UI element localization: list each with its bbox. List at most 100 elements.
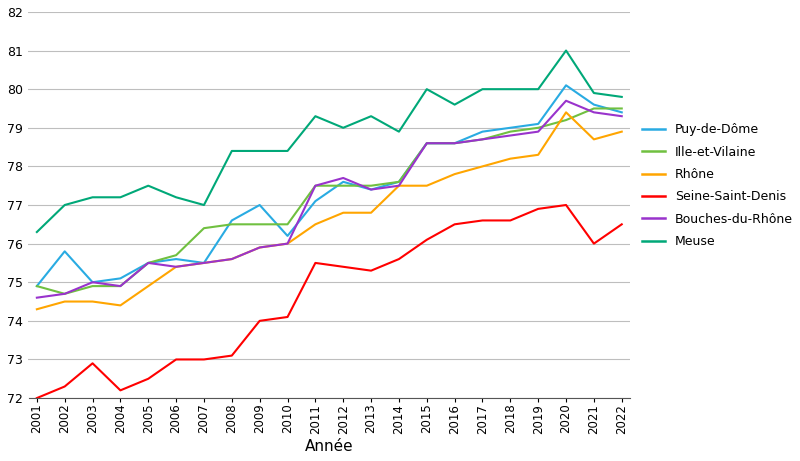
Bouches-du-Rhône [255,245,265,250]
Ille-et-Vilaine [310,183,320,189]
Line: Ille-et-Vilaine: Ille-et-Vilaine [37,108,622,294]
Meuse [617,94,626,100]
Seine-Saint-Denis [534,206,543,212]
Ille-et-Vilaine [478,136,487,142]
Puy-de-Dôme [282,233,292,239]
Meuse [506,86,515,92]
Ille-et-Vilaine [450,141,459,146]
Puy-de-Dôme [562,83,571,88]
Meuse [394,129,404,135]
Line: Rhône: Rhône [37,112,622,309]
Puy-de-Dôme [478,129,487,135]
Rhône [255,245,265,250]
Puy-de-Dôme [394,179,404,184]
Bouches-du-Rhône [88,279,98,285]
Puy-de-Dôme [506,125,515,130]
Rhône [617,129,626,135]
Rhône [32,307,42,312]
Seine-Saint-Denis [282,314,292,320]
Bouches-du-Rhône [171,264,181,270]
Ille-et-Vilaine [366,183,376,189]
Rhône [450,171,459,177]
Rhône [478,164,487,169]
Meuse [60,202,70,208]
Rhône [282,241,292,246]
Ille-et-Vilaine [394,179,404,184]
Bouches-du-Rhône [143,260,153,266]
Ille-et-Vilaine [617,106,626,111]
Seine-Saint-Denis [199,357,209,362]
Seine-Saint-Denis [88,361,98,366]
Puy-de-Dôme [227,218,237,223]
Meuse [534,86,543,92]
Bouches-du-Rhône [617,113,626,119]
Line: Bouches-du-Rhône: Bouches-du-Rhône [37,101,622,298]
Bouches-du-Rhône [60,291,70,296]
Rhône [116,302,126,308]
Ille-et-Vilaine [506,129,515,135]
Rhône [88,299,98,304]
Puy-de-Dôme [534,121,543,127]
Seine-Saint-Denis [450,222,459,227]
Puy-de-Dôme [338,179,348,184]
Puy-de-Dôme [32,284,42,289]
Rhône [310,222,320,227]
Seine-Saint-Denis [32,395,42,401]
Ille-et-Vilaine [143,260,153,266]
Puy-de-Dôme [88,279,98,285]
Meuse [255,148,265,154]
Rhône [171,264,181,270]
Meuse [450,102,459,107]
Bouches-du-Rhône [116,284,126,289]
Bouches-du-Rhône [310,183,320,189]
Meuse [32,229,42,235]
Seine-Saint-Denis [227,353,237,358]
Bouches-du-Rhône [199,260,209,266]
Seine-Saint-Denis [366,268,376,273]
Bouches-du-Rhône [366,187,376,192]
Rhône [366,210,376,215]
Ille-et-Vilaine [422,141,431,146]
Puy-de-Dôme [255,202,265,208]
Seine-Saint-Denis [394,256,404,262]
Seine-Saint-Denis [422,237,431,242]
Puy-de-Dôme [310,198,320,204]
Ille-et-Vilaine [32,284,42,289]
Ille-et-Vilaine [562,117,571,123]
Ille-et-Vilaine [60,291,70,296]
Bouches-du-Rhône [478,136,487,142]
Meuse [562,48,571,53]
Rhône [394,183,404,189]
Ille-et-Vilaine [534,125,543,130]
Ille-et-Vilaine [589,106,598,111]
Bouches-du-Rhône [394,183,404,189]
Seine-Saint-Denis [562,202,571,208]
Bouches-du-Rhône [450,141,459,146]
Ille-et-Vilaine [116,284,126,289]
Seine-Saint-Denis [310,260,320,266]
Meuse [282,148,292,154]
Puy-de-Dôme [60,248,70,254]
Seine-Saint-Denis [60,384,70,389]
Bouches-du-Rhône [227,256,237,262]
Puy-de-Dôme [199,260,209,266]
Seine-Saint-Denis [478,218,487,223]
Ille-et-Vilaine [282,222,292,227]
Rhône [422,183,431,189]
Seine-Saint-Denis [143,376,153,382]
Bouches-du-Rhône [506,133,515,138]
Ille-et-Vilaine [171,253,181,258]
Line: Meuse: Meuse [37,51,622,232]
Bouches-du-Rhône [422,141,431,146]
Puy-de-Dôme [171,256,181,262]
X-axis label: Année: Année [305,439,354,454]
Puy-de-Dôme [116,276,126,281]
Rhône [589,136,598,142]
Bouches-du-Rhône [338,175,348,181]
Seine-Saint-Denis [506,218,515,223]
Rhône [199,260,209,266]
Meuse [478,86,487,92]
Rhône [506,156,515,161]
Line: Seine-Saint-Denis: Seine-Saint-Denis [37,205,622,398]
Meuse [310,113,320,119]
